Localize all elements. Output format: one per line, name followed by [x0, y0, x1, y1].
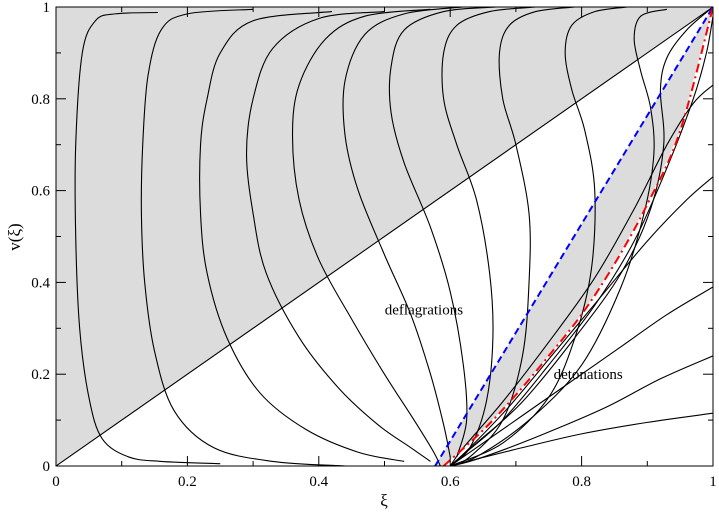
annotation-detonations: detonations — [554, 367, 623, 383]
solution-curve-2 — [140, 8, 346, 466]
diagonal-line — [56, 7, 713, 466]
y-tick-label: 0 — [43, 459, 51, 475]
x-tick-label: 0 — [52, 474, 60, 490]
solution-curve-13 — [449, 16, 713, 466]
x-tick-label: 0.4 — [309, 474, 328, 490]
solution-curve-4 — [245, 11, 431, 462]
ticks — [55, 6, 714, 467]
x-tick-label: 0.8 — [572, 474, 591, 490]
y-tick-label: 0.4 — [31, 275, 50, 291]
solution-curve-11 — [450, 8, 668, 466]
reference-lines — [56, 7, 713, 466]
solution-curve-1 — [74, 11, 221, 465]
solution-curve-12 — [449, 7, 713, 466]
annotation-deflagrations: deflagrations — [385, 303, 463, 319]
y-tick-label: 0.8 — [31, 92, 50, 108]
y-tick-label: 0.6 — [31, 184, 50, 200]
curves — [74, 7, 713, 466]
solution-curve-17 — [450, 355, 713, 466]
x-tick-label: 0.2 — [178, 474, 197, 490]
solution-curve-14 — [449, 84, 713, 466]
solution-curve-10 — [449, 7, 628, 466]
solution-curve-6 — [342, 7, 464, 457]
solution-curve-16 — [449, 286, 713, 466]
x-axis-title: ξ — [380, 491, 388, 510]
x-tick-label: 0.6 — [441, 474, 460, 490]
blue-dashed-line — [434, 7, 713, 466]
y-tick-label: 1 — [43, 0, 51, 16]
solution-curve-5 — [291, 8, 441, 466]
x-tick-label: 1 — [709, 474, 717, 490]
tick-labels: 0 0.2 0.4 0.6 0.8 1 0 0.2 0.4 0.6 0.8 1 — [31, 0, 717, 490]
y-tick-label: 0.2 — [31, 367, 50, 383]
y-axis-title: v(ξ) — [5, 223, 24, 250]
annotations: deflagrations detonations — [385, 303, 623, 383]
solution-curve-7 — [388, 7, 497, 457]
solution-curve-15 — [449, 176, 713, 466]
solution-curve-8 — [441, 7, 536, 466]
solution-curve-18 — [450, 412, 713, 466]
solution-curve-3 — [199, 11, 405, 462]
